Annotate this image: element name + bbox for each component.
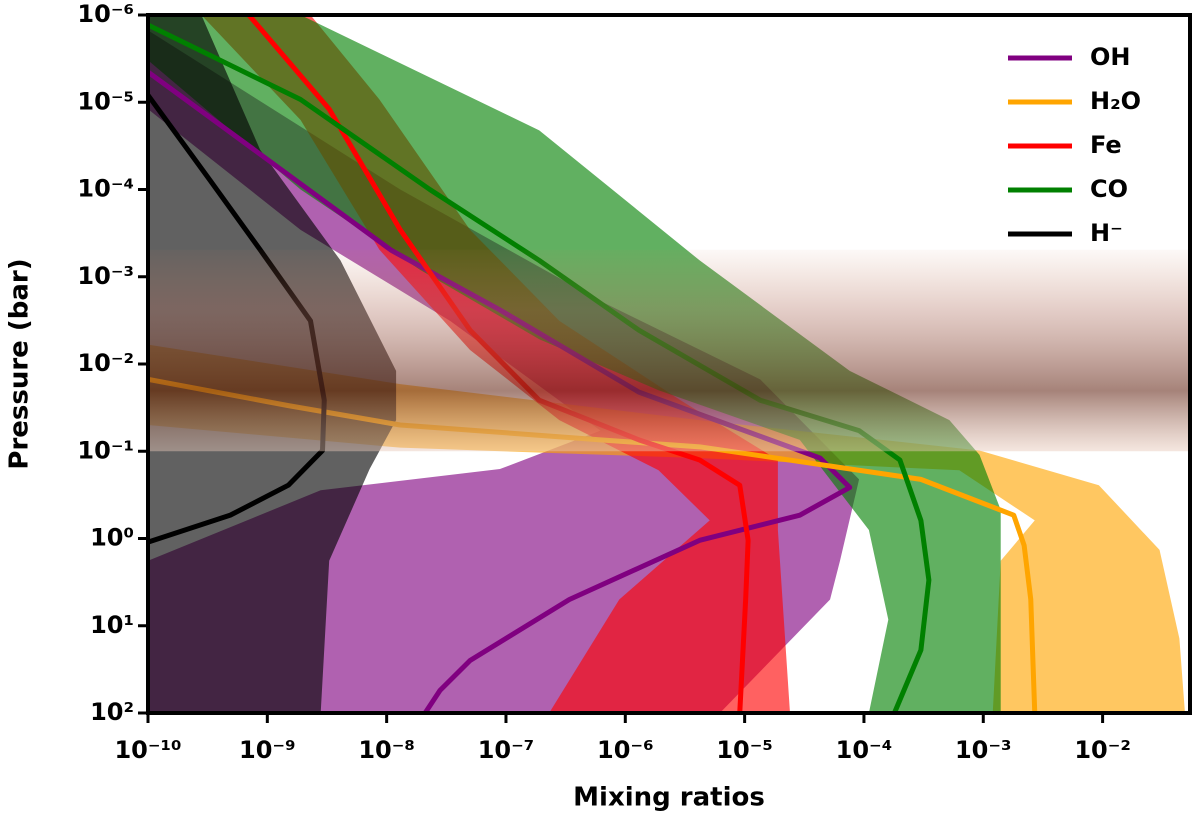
axes: 10⁻¹⁰ 10⁻⁹ 10⁻⁸ 10⁻⁷ 10⁻⁶ 10⁻⁵ 10⁻⁴ 10⁻³ 10⁻² 10⁻… <box>77 0 1130 764</box>
legend: OH H₂O Fe CO H⁻ <box>1008 43 1141 247</box>
legend-label: H⁻ <box>1090 219 1123 247</box>
x-axis-label: Mixing ratios <box>573 783 765 813</box>
highlight-region <box>148 249 1190 452</box>
x-tick-label: 10⁻³ <box>955 736 1012 764</box>
legend-label: OH <box>1090 43 1131 71</box>
legend-label: Fe <box>1090 131 1122 159</box>
legend-label: H₂O <box>1090 87 1141 115</box>
x-tick-label: 10⁻² <box>1074 736 1131 764</box>
y-tick-label: 10¹ <box>90 611 134 639</box>
x-tick-label: 10⁻⁶ <box>597 736 654 764</box>
y-tick-label: 10⁻⁶ <box>77 0 134 28</box>
y-tick-label: 10⁻³ <box>77 262 134 290</box>
x-tick-label: 10⁻¹⁰ <box>114 736 181 764</box>
plot-area <box>148 15 1190 713</box>
y-tick-label: 10⁻⁴ <box>77 175 134 203</box>
legend-label: CO <box>1090 175 1128 203</box>
y-tick-label: 10⁻¹ <box>77 436 134 464</box>
x-tick-label: 10⁻⁸ <box>358 736 415 764</box>
x-tick-label: 10⁻⁷ <box>478 736 535 764</box>
x-tick-label: 10⁻⁹ <box>239 736 296 764</box>
y-tick-label: 10⁻² <box>77 349 134 377</box>
y-tick-label: 10² <box>90 698 134 726</box>
x-tick-label: 10⁻⁴ <box>836 736 893 764</box>
y-tick-label: 10⁻⁵ <box>77 87 134 115</box>
x-tick-label: 10⁻⁵ <box>716 736 773 764</box>
y-axis-label: Pressure (bar) <box>5 258 35 469</box>
uncertainty-band <box>148 15 1001 713</box>
y-tick-label: 10⁰ <box>90 524 134 552</box>
